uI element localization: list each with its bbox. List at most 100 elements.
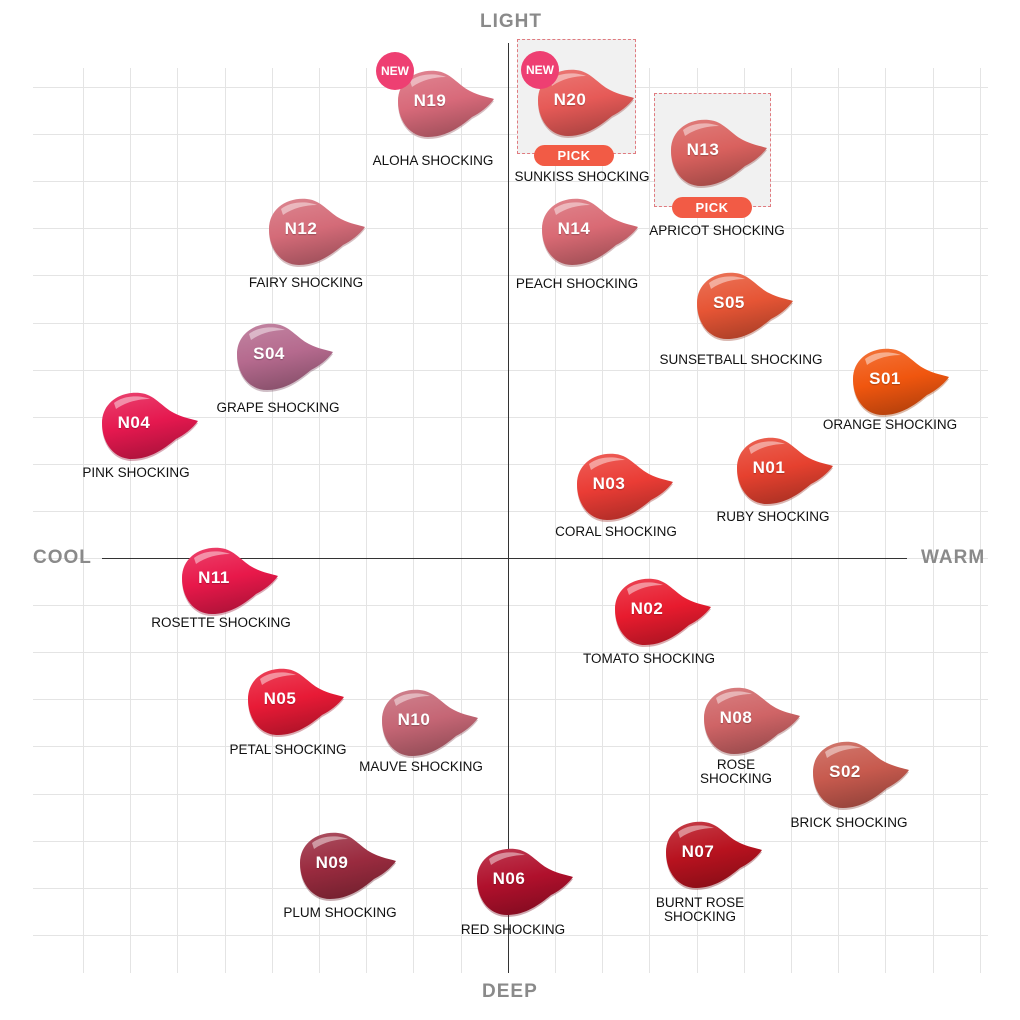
shade-swatch-s01: S01 (843, 345, 973, 435)
lip-color-blob-n11 (182, 547, 278, 616)
shade-code-n02: N02 (630, 599, 664, 618)
shade-name-n08: ROSE SHOCKING (699, 757, 772, 786)
shade-code-s02: S02 (829, 762, 861, 781)
grid-line-horizontal (33, 228, 988, 230)
shade-code-n14: N14 (557, 219, 591, 238)
grid-line-horizontal (33, 793, 988, 795)
lip-color-blob-n10 (382, 689, 478, 758)
lip-color-blob-n19 (398, 70, 494, 139)
lip-color-blob-s01 (853, 348, 949, 417)
shade-code-s04: S04 (253, 344, 285, 363)
shade-code-n05: N05 (263, 689, 297, 708)
horizontal-axis (102, 558, 907, 559)
grid-line-horizontal (33, 463, 988, 465)
lip-color-blob-n07 (666, 821, 762, 890)
grid-line-vertical (602, 68, 604, 973)
shade-code-n12: N12 (284, 219, 318, 238)
grid-line-vertical (271, 68, 273, 973)
shade-code-n06: N06 (492, 869, 526, 888)
lip-color-blob-n20 (538, 69, 634, 138)
grid-line-vertical (83, 68, 84, 973)
shade-name-n09: PLUM SHOCKING (283, 905, 397, 920)
pick-badge-n20: PICK (534, 145, 614, 166)
grid-line-vertical (838, 68, 840, 973)
lip-color-blob-n04 (102, 392, 198, 461)
pick-badge-n13: PICK (672, 197, 752, 218)
axis-label-light: LIGHT (480, 11, 542, 32)
shade-swatch-n10: N10 (372, 686, 502, 776)
new-badge-n20: NEW (521, 51, 559, 89)
shade-swatch-n14: N14 (532, 195, 662, 285)
lip-color-blob-s02 (813, 741, 909, 810)
grid-line-horizontal (33, 699, 988, 701)
shade-code-n11: N11 (198, 568, 230, 587)
shade-code-n01: N01 (752, 458, 786, 477)
shade-name-n03: CORAL SHOCKING (555, 524, 677, 539)
shade-code-n09: N09 (315, 853, 349, 872)
axis-label-deep: DEEP (482, 981, 538, 1002)
grid-line-horizontal (33, 322, 988, 324)
shade-swatch-n09: N09 (290, 829, 420, 919)
shade-name-n04: PINK SHOCKING (82, 465, 190, 480)
shade-name-n02: TOMATO SHOCKING (582, 651, 715, 666)
lip-color-blob-n09 (300, 832, 396, 901)
grid-line-vertical (743, 68, 745, 973)
shade-code-s01: S01 (869, 369, 901, 388)
lip-color-blob-n01 (737, 437, 833, 506)
shade-name-n10: MAUVE SHOCKING (359, 759, 483, 774)
shade-swatch-n06: N06 (467, 845, 597, 935)
shade-code-n20: N20 (553, 90, 587, 109)
shade-swatch-n20: N20 (528, 66, 658, 156)
shade-swatch-n04: N04 (92, 389, 222, 479)
shade-code-n13: N13 (686, 140, 720, 159)
new-badge-n19: NEW (376, 52, 414, 90)
shade-name-n19: ALOHA SHOCKING (372, 153, 494, 168)
shade-code-n04: N04 (117, 413, 151, 432)
shade-name-n11: ROSETTE SHOCKING (151, 615, 291, 630)
shade-name-n07: BURNT ROSE SHOCKING (655, 895, 745, 924)
shade-code-s05: S05 (713, 293, 745, 312)
grid-line-vertical (366, 68, 368, 973)
lip-color-blob-n08 (704, 687, 800, 756)
shade-swatch-n05: N05 (238, 665, 368, 755)
grid-line-vertical (460, 68, 462, 973)
lip-color-blob-n03 (577, 453, 673, 522)
shade-name-n13: APRICOT SHOCKING (649, 223, 785, 238)
shade-code-n03: N03 (592, 474, 626, 493)
grid-line-horizontal (33, 87, 988, 88)
shade-swatch-n01: N01 (727, 434, 857, 524)
shade-swatch-n02: N02 (605, 575, 735, 665)
lip-color-blob-n02 (615, 578, 711, 647)
grid-line-horizontal (33, 416, 988, 418)
shade-name-n06: RED SHOCKING (460, 922, 566, 937)
grid-line-horizontal (33, 652, 988, 654)
grid-line-vertical (932, 68, 934, 973)
grid-line-vertical (791, 68, 792, 973)
lip-color-blob-s05 (697, 272, 793, 341)
grid-line-vertical (696, 68, 698, 973)
shade-code-n19: N19 (413, 91, 447, 110)
shade-name-s04: GRAPE SHOCKING (216, 400, 340, 415)
grid-line-vertical (649, 68, 651, 973)
grid-line-vertical (130, 68, 132, 973)
shade-name-n14: PEACH SHOCKING (515, 276, 639, 291)
lip-color-blob-n14 (542, 198, 638, 267)
shade-swatch-s02: S02 (803, 738, 933, 828)
shade-code-n08: N08 (719, 708, 753, 727)
grid-line-vertical (177, 68, 179, 973)
shade-name-s02: BRICK SHOCKING (790, 815, 908, 830)
lip-color-blob-n05 (248, 668, 344, 737)
shade-name-s01: ORANGE SHOCKING (822, 417, 958, 432)
axis-label-warm: WARM (921, 547, 986, 568)
lip-color-blob-n06 (477, 848, 573, 917)
shade-swatch-n03: N03 (567, 450, 697, 540)
grid-line-horizontal (33, 934, 988, 936)
lip-color-blob-s04 (237, 323, 333, 392)
grid-line-horizontal (33, 605, 988, 607)
shade-code-n07: N07 (681, 842, 715, 861)
shade-swatch-n08: N08 (694, 684, 824, 774)
grid-line-vertical (224, 68, 226, 973)
shade-name-n01: RUBY SHOCKING (716, 509, 830, 524)
shade-swatch-s05: S05 (687, 269, 817, 359)
